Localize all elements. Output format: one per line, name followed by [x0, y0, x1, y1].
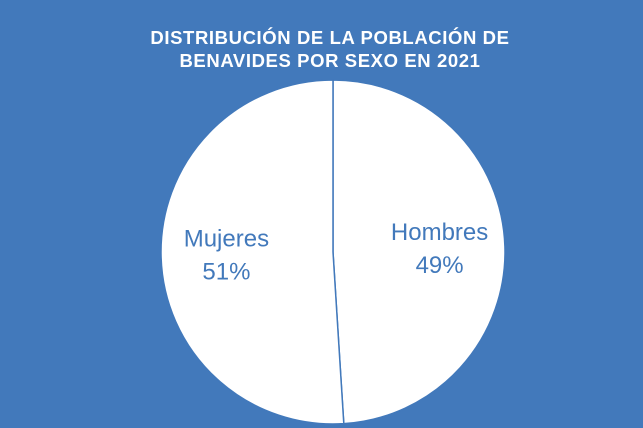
- chart-title: DISTRIBUCIÓN DE LA POBLACIÓN DE BENAVIDE…: [150, 27, 510, 71]
- slice-label: Mujeres: [184, 226, 269, 253]
- slice-label: Hombres: [391, 219, 488, 246]
- pie-slice: [160, 79, 345, 425]
- pie-slice: [332, 79, 506, 425]
- slice-value-label: 49%: [416, 252, 464, 279]
- slice-value-label: 51%: [202, 259, 250, 286]
